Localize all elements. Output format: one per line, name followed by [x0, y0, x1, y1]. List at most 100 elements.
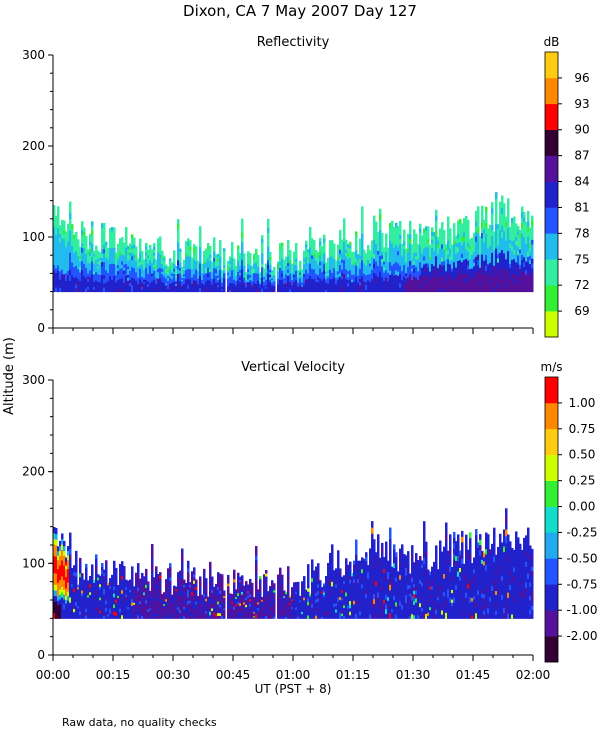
data-cell — [295, 249, 298, 253]
data-cell — [241, 264, 244, 270]
data-cell — [73, 284, 76, 289]
data-cell — [489, 279, 492, 284]
data-cell — [105, 254, 108, 258]
data-cell — [91, 225, 94, 231]
data-cell — [363, 273, 366, 277]
data-cell — [483, 287, 486, 293]
data-cell — [161, 268, 164, 272]
data-cell — [73, 615, 76, 619]
data-cell — [247, 276, 250, 280]
data-cell — [63, 233, 66, 239]
data-cell — [183, 281, 186, 285]
data-cell — [91, 252, 94, 257]
data-cell — [77, 599, 80, 603]
data-cell — [169, 279, 172, 282]
data-cell — [329, 269, 332, 273]
data-cell — [451, 253, 454, 257]
data-cell — [65, 565, 68, 570]
data-cell — [375, 252, 378, 258]
data-cell — [195, 268, 198, 273]
data-cell — [529, 231, 532, 237]
data-cell — [471, 271, 474, 276]
data-cell — [529, 267, 532, 273]
data-cell — [491, 274, 494, 281]
data-cell — [75, 563, 78, 569]
data-cell — [215, 282, 218, 286]
data-cell — [137, 587, 140, 592]
data-cell — [371, 269, 374, 273]
data-cell — [319, 271, 322, 276]
data-cell — [509, 287, 512, 293]
data-cell — [315, 276, 318, 280]
data-cell — [489, 224, 492, 230]
data-cell — [455, 270, 458, 275]
data-cell — [131, 280, 134, 285]
data-cell — [315, 265, 318, 269]
data-cell — [363, 268, 366, 272]
data-cell — [87, 273, 90, 277]
data-cell — [455, 288, 458, 293]
data-cell — [97, 266, 100, 270]
data-cell — [355, 287, 358, 293]
data-cell — [137, 580, 140, 585]
data-cell — [135, 252, 138, 256]
data-cell — [349, 269, 352, 274]
data-cell — [63, 260, 66, 266]
data-cell — [213, 261, 216, 265]
data-cell — [87, 608, 90, 612]
data-cell — [175, 280, 178, 283]
data-cell — [105, 607, 108, 612]
time-column — [447, 216, 450, 293]
data-cell — [301, 284, 304, 287]
data-cell — [61, 246, 64, 252]
data-cell — [53, 215, 56, 222]
data-cell — [525, 239, 528, 245]
data-cell — [529, 271, 532, 277]
data-cell — [317, 281, 320, 285]
data-cell — [441, 269, 444, 275]
data-cell — [173, 252, 176, 257]
data-cell — [233, 287, 236, 291]
time-column — [309, 226, 312, 293]
data-cell — [231, 242, 234, 246]
data-cell — [249, 274, 252, 278]
time-column — [125, 227, 128, 293]
data-cell — [139, 598, 142, 602]
data-cell — [379, 250, 382, 256]
data-cell — [151, 286, 154, 290]
data-cell — [457, 282, 460, 288]
data-cell — [141, 589, 144, 594]
data-cell — [125, 601, 128, 605]
data-cell — [407, 240, 410, 246]
time-column — [57, 546, 60, 619]
data-cell — [67, 586, 70, 592]
data-cell — [477, 216, 480, 223]
data-cell — [443, 260, 446, 266]
data-cell — [139, 288, 142, 293]
data-cell — [77, 252, 80, 257]
data-cell — [159, 288, 162, 293]
data-cell — [283, 285, 286, 289]
data-cell — [131, 270, 134, 275]
data-cell — [203, 266, 206, 270]
data-cell — [451, 276, 454, 281]
data-cell — [189, 285, 192, 289]
data-cell — [89, 591, 92, 595]
data-cell — [61, 287, 64, 293]
data-cell — [307, 257, 310, 261]
time-column — [107, 582, 110, 619]
data-cell — [93, 273, 96, 277]
data-cell — [277, 284, 280, 287]
data-cell — [431, 259, 434, 264]
data-cell — [93, 286, 96, 290]
data-cell — [313, 272, 316, 276]
data-cell — [305, 262, 308, 267]
data-cell — [91, 591, 94, 596]
data-cell — [247, 278, 250, 283]
data-cell — [515, 240, 518, 246]
data-cell — [477, 286, 480, 293]
data-cell — [467, 237, 470, 243]
data-cell — [307, 249, 310, 253]
data-cell — [165, 286, 168, 289]
data-cell — [139, 588, 142, 592]
